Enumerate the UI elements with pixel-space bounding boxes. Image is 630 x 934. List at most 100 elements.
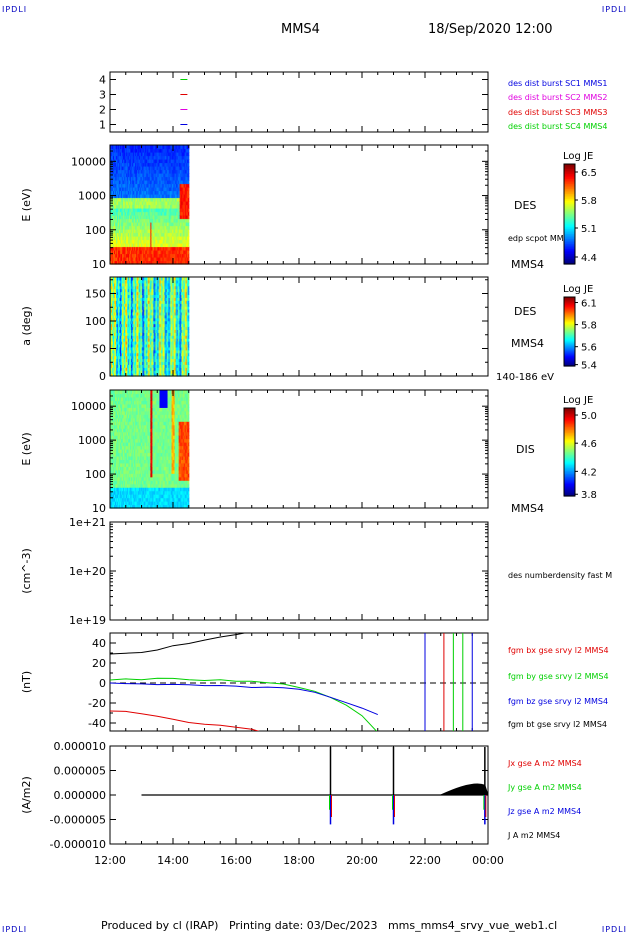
spectrogram-cell <box>121 320 123 325</box>
spectrogram-cell <box>118 152 120 157</box>
spectrogram-cell <box>169 204 172 209</box>
spectrogram-cell <box>118 326 120 331</box>
spectrogram-cell <box>135 329 137 333</box>
spectrogram-cell <box>185 243 188 248</box>
spectrogram-cell <box>135 311 137 316</box>
spectrogram-cell <box>122 326 124 331</box>
spectrogram-cell <box>137 326 139 331</box>
spectrogram-cell <box>179 243 182 248</box>
spectrogram-cell <box>165 364 168 368</box>
spectrogram-cell <box>121 197 123 202</box>
spectrogram-cell <box>154 364 157 368</box>
spectrogram-cell <box>145 225 147 230</box>
spectrogram-cell <box>182 218 185 223</box>
spectrogram-cell <box>170 352 173 357</box>
spectrogram-cell <box>138 309 140 313</box>
spectrogram-cell <box>132 311 134 316</box>
spectrogram-cell <box>138 291 140 296</box>
spectrogram-cell <box>130 341 132 345</box>
spectrogram-cell <box>123 320 125 325</box>
spectrogram-cell <box>114 183 116 188</box>
spectrogram-cell <box>139 338 141 342</box>
spectrogram-cell <box>156 257 159 262</box>
spectrogram-cell <box>125 173 127 178</box>
spectrogram-cell <box>136 346 138 351</box>
spectrogram-cell <box>148 229 150 234</box>
spectrogram-cell <box>163 148 166 153</box>
spectrogram-cell <box>141 169 143 174</box>
spectrogram-cell <box>135 243 137 248</box>
spectrogram-cell <box>139 282 141 287</box>
spectrogram-cell <box>137 222 139 227</box>
spectrogram-cell <box>184 215 187 220</box>
spectrogram-cell <box>176 232 179 237</box>
spectrogram-cell <box>171 260 174 265</box>
spectrogram-cell <box>133 190 135 195</box>
spectrogram-cell <box>139 297 141 301</box>
spectrogram-cell <box>134 152 136 157</box>
spectrogram-cell <box>113 303 115 307</box>
spectrogram-cell <box>157 349 160 354</box>
spectrogram-cell <box>154 176 157 181</box>
spectrogram-cell <box>179 148 182 153</box>
spectrogram-cell <box>169 326 172 331</box>
spectrogram-cell <box>153 288 156 293</box>
spectrogram-cell <box>156 311 159 316</box>
spectrogram-cell <box>121 180 123 185</box>
spectrogram-cell <box>140 243 142 248</box>
spectrogram-cell <box>128 201 130 206</box>
spectrogram-cell <box>152 358 155 363</box>
spectrogram-cell <box>161 373 164 377</box>
spectrogram-cell <box>183 204 186 209</box>
spectrogram-cell <box>125 288 127 293</box>
spectrogram-cell <box>125 190 127 195</box>
spectrogram-cell <box>157 291 160 296</box>
spectrogram-cell <box>143 341 145 345</box>
spectrogram-cell <box>112 364 114 368</box>
spectrogram-cell <box>186 197 189 202</box>
spectrogram-cell <box>154 159 157 164</box>
spectrogram-cell <box>125 323 127 328</box>
spectrogram-cell <box>155 187 158 192</box>
spectrogram-cell <box>125 250 127 255</box>
spectrogram-cell <box>173 159 176 164</box>
spectrogram-cell <box>122 257 124 262</box>
spectrogram-cell <box>162 343 165 348</box>
spectrogram-cell <box>149 201 151 206</box>
spectrogram-cell <box>138 180 140 185</box>
spectrogram-cell <box>117 279 119 284</box>
spectrogram-cell <box>175 190 178 195</box>
spectrogram-cell <box>165 225 168 230</box>
spectrogram-cell <box>163 317 166 322</box>
spectrogram-cell <box>170 320 173 325</box>
spectrogram-cell <box>135 297 137 301</box>
spectrogram-cell <box>172 176 175 181</box>
spectrogram-cell <box>113 323 115 328</box>
spectrogram-cell <box>149 225 151 230</box>
spectrogram-cell <box>138 190 140 195</box>
spectrogram-cell <box>122 338 124 342</box>
spectrogram-cell <box>139 303 141 307</box>
spectrogram-cell <box>178 187 181 192</box>
spectrogram-cell <box>145 253 147 258</box>
spectrogram-cell <box>182 162 185 167</box>
spectrogram-cell <box>135 358 137 363</box>
spectrogram-cell <box>120 355 122 360</box>
spectrogram-cell <box>128 279 130 284</box>
spectrogram-cell <box>116 358 118 363</box>
spectrogram-cell <box>153 239 156 244</box>
spectrogram-cell <box>139 162 141 167</box>
spectrogram-cell <box>141 260 143 265</box>
spectrogram-cell <box>147 294 149 298</box>
spectrogram-cell <box>141 243 143 248</box>
spectrogram-cell <box>152 361 155 365</box>
spectrogram-cell <box>165 352 168 357</box>
spectrogram-cell <box>135 291 137 296</box>
spectrogram-cell <box>111 303 113 307</box>
spectrogram-cell <box>182 229 185 234</box>
spectrogram-cell <box>161 180 164 185</box>
spectrogram-cell <box>121 346 123 351</box>
spectrogram-cell <box>172 169 175 174</box>
spectrogram-cell <box>126 257 128 262</box>
spectrogram-cell <box>185 236 188 241</box>
